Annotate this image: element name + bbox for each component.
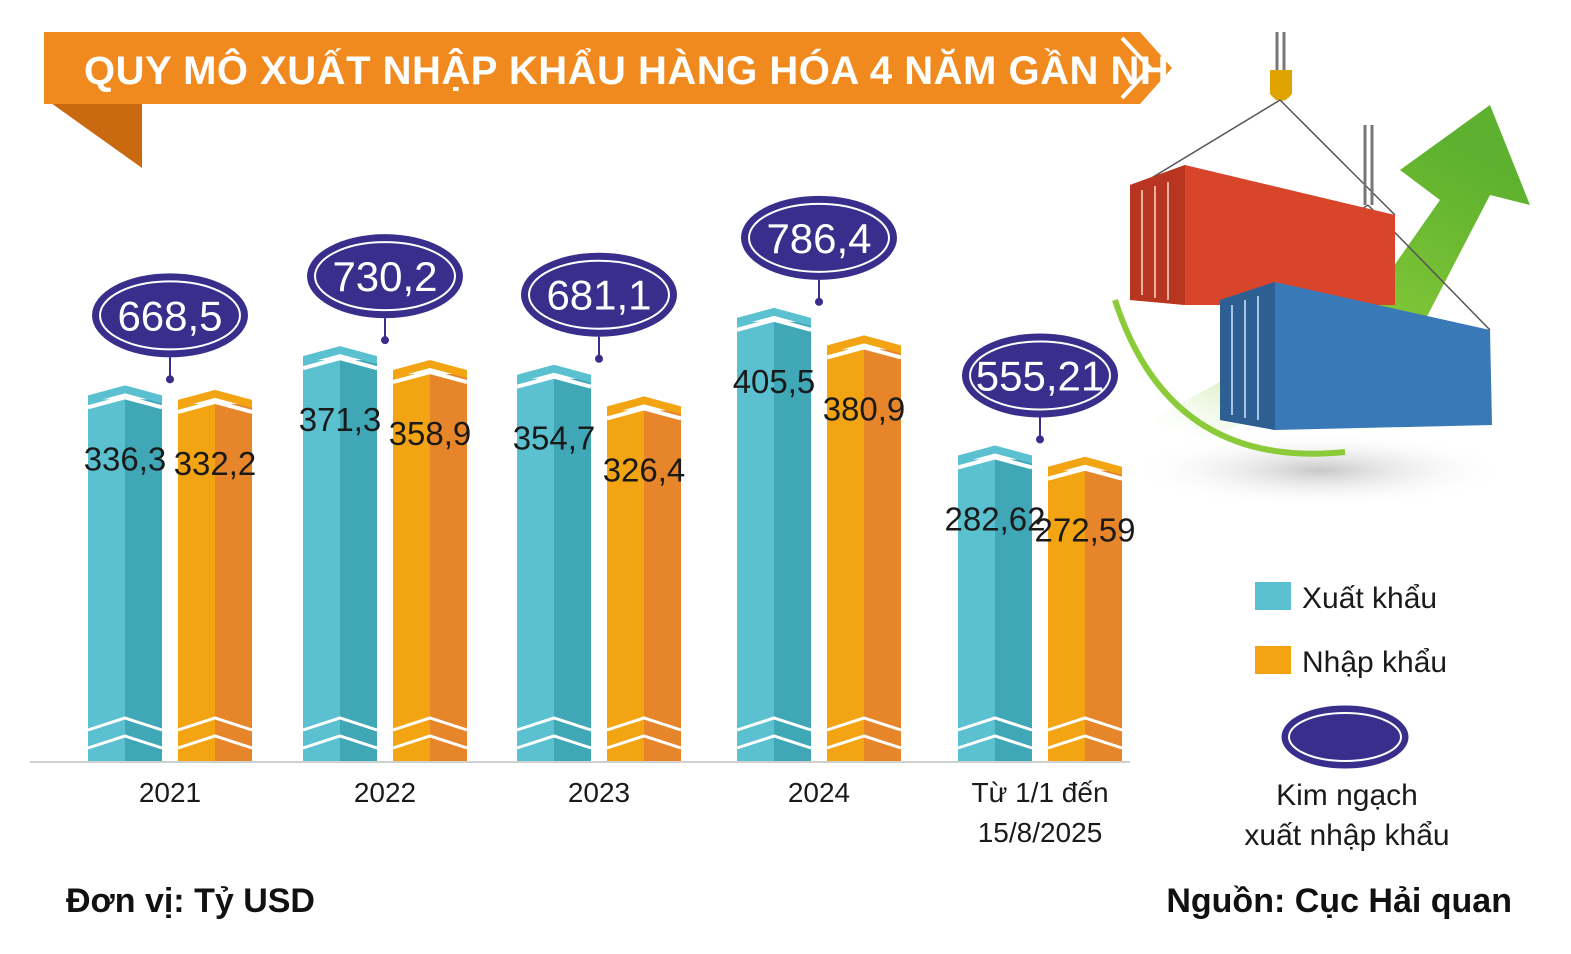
container-illustration <box>1112 32 1530 508</box>
category-label: 2023 <box>568 777 630 808</box>
total-label: 555,21 <box>976 352 1104 399</box>
total-label: 730,2 <box>332 253 437 300</box>
value-label: 380,9 <box>823 390 906 427</box>
bar-import: 380,9 <box>823 335 906 762</box>
total-bubble: 730,2 <box>307 234 463 345</box>
value-label: 272,59 <box>1035 512 1136 549</box>
value-label: 332,2 <box>174 445 257 482</box>
totals-layer: 668,5 730,2 681,1 786,4 555,21 <box>92 195 1118 444</box>
total-bubble: 668,5 <box>92 273 248 384</box>
growth-arrow-icon <box>1150 105 1530 440</box>
category-label: Từ 1/1 đến 15/8/2025 <box>971 777 1108 848</box>
legend-label-export: Xuất khẩu <box>1302 582 1437 615</box>
bar-export: 336,3 <box>84 385 167 762</box>
chart-title: QUY MÔ XUẤT NHẬP KHẨU HÀNG HÓA 4 NĂM GẦN… <box>84 46 1224 93</box>
bar-export: 282,62 <box>945 445 1046 762</box>
value-label: 326,4 <box>603 451 686 488</box>
category-label: 2024 <box>788 777 850 808</box>
red-container-icon <box>1130 165 1395 305</box>
crane-hook-icon <box>1270 70 1292 101</box>
legend: Xuất khẩu Nhập khẩu Kim ngạch xuất nhập k… <box>1244 582 1450 852</box>
banner-fold <box>44 98 142 168</box>
source-note: Nguồn: Cục Hải quan <box>1166 882 1512 920</box>
value-label: 282,62 <box>945 500 1046 537</box>
value-label: 405,5 <box>733 363 816 400</box>
legend-label-import: Nhập khẩu <box>1302 646 1447 679</box>
total-label: 681,1 <box>546 272 651 319</box>
total-bubble: 555,21 <box>962 333 1118 444</box>
bar-import: 272,59 <box>1035 456 1136 762</box>
bar-import: 332,2 <box>174 389 257 762</box>
floor-shadow-icon <box>1130 432 1510 508</box>
legend-label-total: Kim ngạch xuất nhập khẩu <box>1244 779 1449 852</box>
legend-swatch-import <box>1255 646 1291 674</box>
category-label: 2022 <box>354 777 416 808</box>
value-label: 354,7 <box>513 420 596 457</box>
legend-swatch-export <box>1255 582 1291 610</box>
blue-container-icon <box>1220 282 1492 430</box>
bar-import: 326,4 <box>603 396 686 762</box>
category-label: 2021 <box>139 777 201 808</box>
banner-chevron <box>1120 36 1153 100</box>
total-bubble: 681,1 <box>521 252 677 363</box>
swoosh-icon <box>1112 299 1346 457</box>
title-banner: QUY MÔ XUẤT NHẬP KHẨU HÀNG HÓA 4 NĂM GẦN… <box>44 32 1224 168</box>
total-label: 786,4 <box>766 215 871 262</box>
value-label: 336,3 <box>84 440 167 477</box>
bar-export: 354,7 <box>513 364 596 762</box>
unit-note: Đơn vị: Tỷ USD <box>66 882 315 920</box>
bar-export: 371,3 <box>299 346 382 762</box>
banner-body <box>44 32 1172 104</box>
value-label: 371,3 <box>299 401 382 438</box>
bar-import: 358,9 <box>389 360 472 762</box>
category-labels: 2021 2022 2023 2024 Từ 1/1 đến 15/8/2025 <box>139 777 1109 848</box>
value-label: 358,9 <box>389 415 472 452</box>
total-bubble: 786,4 <box>741 195 897 306</box>
total-label: 668,5 <box>117 292 222 339</box>
bar-export: 405,5 <box>733 307 816 762</box>
